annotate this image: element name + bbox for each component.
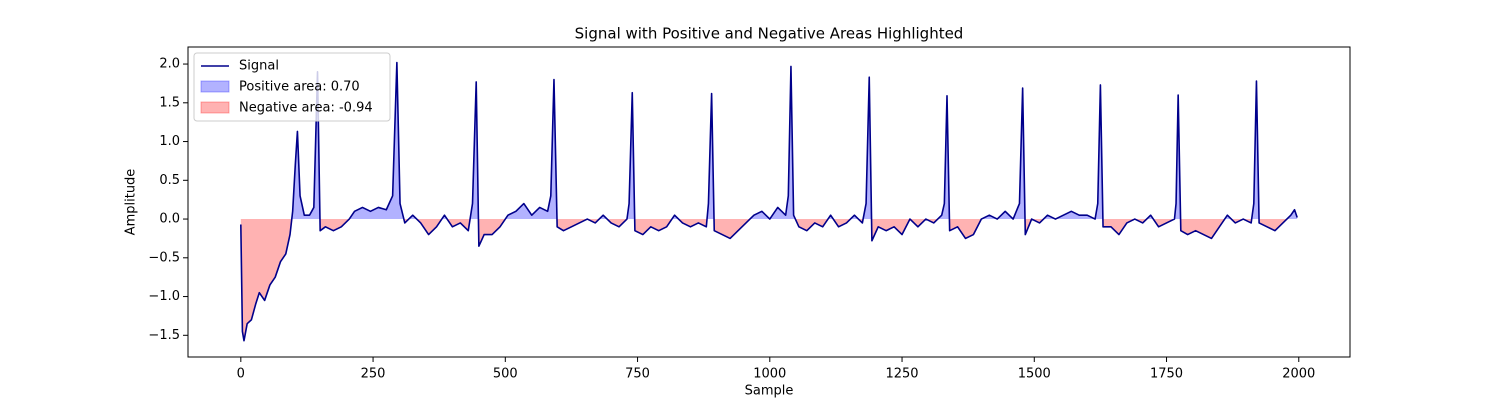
y-tick-label: −1.0 [148, 289, 180, 304]
x-tick-label: 0 [237, 367, 245, 382]
x-tick-label: 1750 [1150, 367, 1183, 382]
y-tick-label: 2.0 [159, 57, 180, 72]
y-axis-label: Amplitude [124, 169, 139, 236]
legend-box [193, 52, 391, 122]
signal-line [240, 61, 1298, 342]
x-axis-label: Sample [745, 384, 794, 399]
legend: Signal Positive area: 0.70 Negative area: … [193, 52, 391, 122]
y-tick-label: −1.5 [148, 328, 180, 343]
legend-swatch [200, 101, 230, 114]
x-tick-label: 2000 [1282, 367, 1315, 382]
x-tick-label: 750 [625, 367, 650, 382]
legend-label: Signal [239, 59, 279, 74]
x-tick-label: 250 [361, 367, 386, 382]
legend-label: Positive area: 0.70 [239, 80, 360, 95]
y-tick-label: 0.5 [159, 173, 180, 188]
y-tick-label: 1.5 [159, 95, 180, 110]
legend-swatch [200, 80, 230, 93]
chart-title: Signal with Positive and Negative Areas … [575, 25, 964, 43]
plot-frame [187, 46, 1351, 358]
x-tick-label: 500 [493, 367, 518, 382]
y-tick-label: −0.5 [148, 250, 180, 265]
x-tick-label: 1250 [885, 367, 918, 382]
y-tick-label: 0.0 [159, 212, 180, 227]
x-tick-label: 1500 [1018, 367, 1051, 382]
y-tick-label: 1.0 [159, 134, 180, 149]
x-tick-label: 1000 [753, 367, 786, 382]
legend-label: Negative area: -0.94 [239, 101, 373, 116]
